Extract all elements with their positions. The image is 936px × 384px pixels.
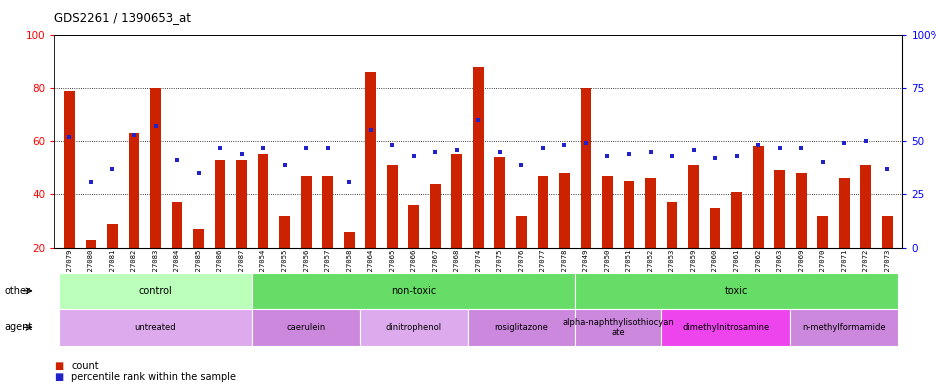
Bar [645, 179, 655, 248]
Point [793, 144, 808, 151]
Bar [236, 160, 247, 248]
Bar [709, 208, 720, 248]
Point [879, 166, 894, 172]
Point [406, 153, 421, 159]
Bar [752, 146, 763, 248]
Bar [257, 154, 269, 248]
Point [83, 179, 98, 185]
Point [62, 134, 77, 140]
Bar [171, 202, 183, 248]
Bar [838, 179, 849, 248]
Point [105, 166, 120, 172]
Text: alpha-naphthylisothiocyan
ate: alpha-naphthylisothiocyan ate [562, 318, 673, 337]
Bar [473, 66, 483, 248]
Bar [816, 216, 827, 248]
Text: dimethylnitrosamine: dimethylnitrosamine [681, 323, 768, 332]
Text: toxic: toxic [724, 286, 748, 296]
Bar [537, 176, 548, 248]
Bar [430, 184, 440, 248]
Point [277, 162, 292, 168]
Point [148, 123, 163, 129]
Text: GDS2261 / 1390653_at: GDS2261 / 1390653_at [54, 12, 191, 25]
Text: caerulein: caerulein [286, 323, 326, 332]
Bar [128, 133, 139, 248]
Bar [387, 165, 397, 248]
Text: rosiglitazone: rosiglitazone [494, 323, 548, 332]
Point [449, 147, 464, 153]
Bar [687, 165, 698, 248]
Point [234, 151, 249, 157]
Text: control: control [139, 286, 172, 296]
Point [556, 142, 571, 149]
Bar [150, 88, 161, 248]
Bar [859, 165, 870, 248]
Bar [773, 170, 784, 248]
Point [191, 170, 206, 176]
Point [750, 142, 765, 149]
Bar [881, 216, 892, 248]
Point [534, 144, 549, 151]
Point [320, 144, 335, 151]
Point [212, 144, 227, 151]
Point [599, 153, 614, 159]
Bar [322, 176, 332, 248]
Point [491, 149, 506, 155]
Bar [623, 181, 634, 248]
Bar [665, 202, 677, 248]
Bar [730, 192, 741, 248]
Bar [279, 216, 290, 248]
Bar [580, 88, 591, 248]
Text: count: count [71, 361, 98, 371]
Bar [64, 91, 75, 248]
Bar [365, 72, 375, 248]
Text: dinitrophenol: dinitrophenol [386, 323, 442, 332]
Bar [451, 154, 461, 248]
Point [578, 140, 592, 146]
Point [857, 138, 872, 144]
Text: ■: ■ [54, 372, 64, 382]
Bar [559, 173, 569, 248]
Point [363, 127, 378, 134]
Point [814, 159, 829, 166]
Point [385, 142, 400, 149]
Point [707, 155, 722, 161]
Point [836, 140, 851, 146]
Point [642, 149, 657, 155]
Point [470, 117, 485, 123]
Point [513, 162, 528, 168]
Text: n-methylformamide: n-methylformamide [801, 323, 885, 332]
Bar [107, 224, 118, 248]
Point [664, 153, 679, 159]
Text: other: other [5, 286, 31, 296]
Point [256, 144, 271, 151]
Point [685, 147, 700, 153]
Bar [408, 205, 418, 248]
Bar [85, 240, 96, 248]
Bar [193, 229, 204, 248]
Point [621, 151, 636, 157]
Bar [602, 176, 612, 248]
Text: ■: ■ [54, 361, 64, 371]
Point [169, 157, 184, 163]
Point [428, 149, 443, 155]
Text: agent: agent [5, 322, 33, 333]
Bar [300, 176, 311, 248]
Point [728, 153, 743, 159]
Point [299, 144, 314, 151]
Bar [795, 173, 806, 248]
Point [126, 132, 141, 138]
Text: non-toxic: non-toxic [390, 286, 436, 296]
Bar [516, 216, 526, 248]
Text: percentile rank within the sample: percentile rank within the sample [71, 372, 236, 382]
Point [342, 179, 357, 185]
Point [771, 144, 786, 151]
Bar [344, 232, 354, 248]
Bar [214, 160, 226, 248]
Bar [494, 157, 505, 248]
Text: untreated: untreated [135, 323, 176, 332]
